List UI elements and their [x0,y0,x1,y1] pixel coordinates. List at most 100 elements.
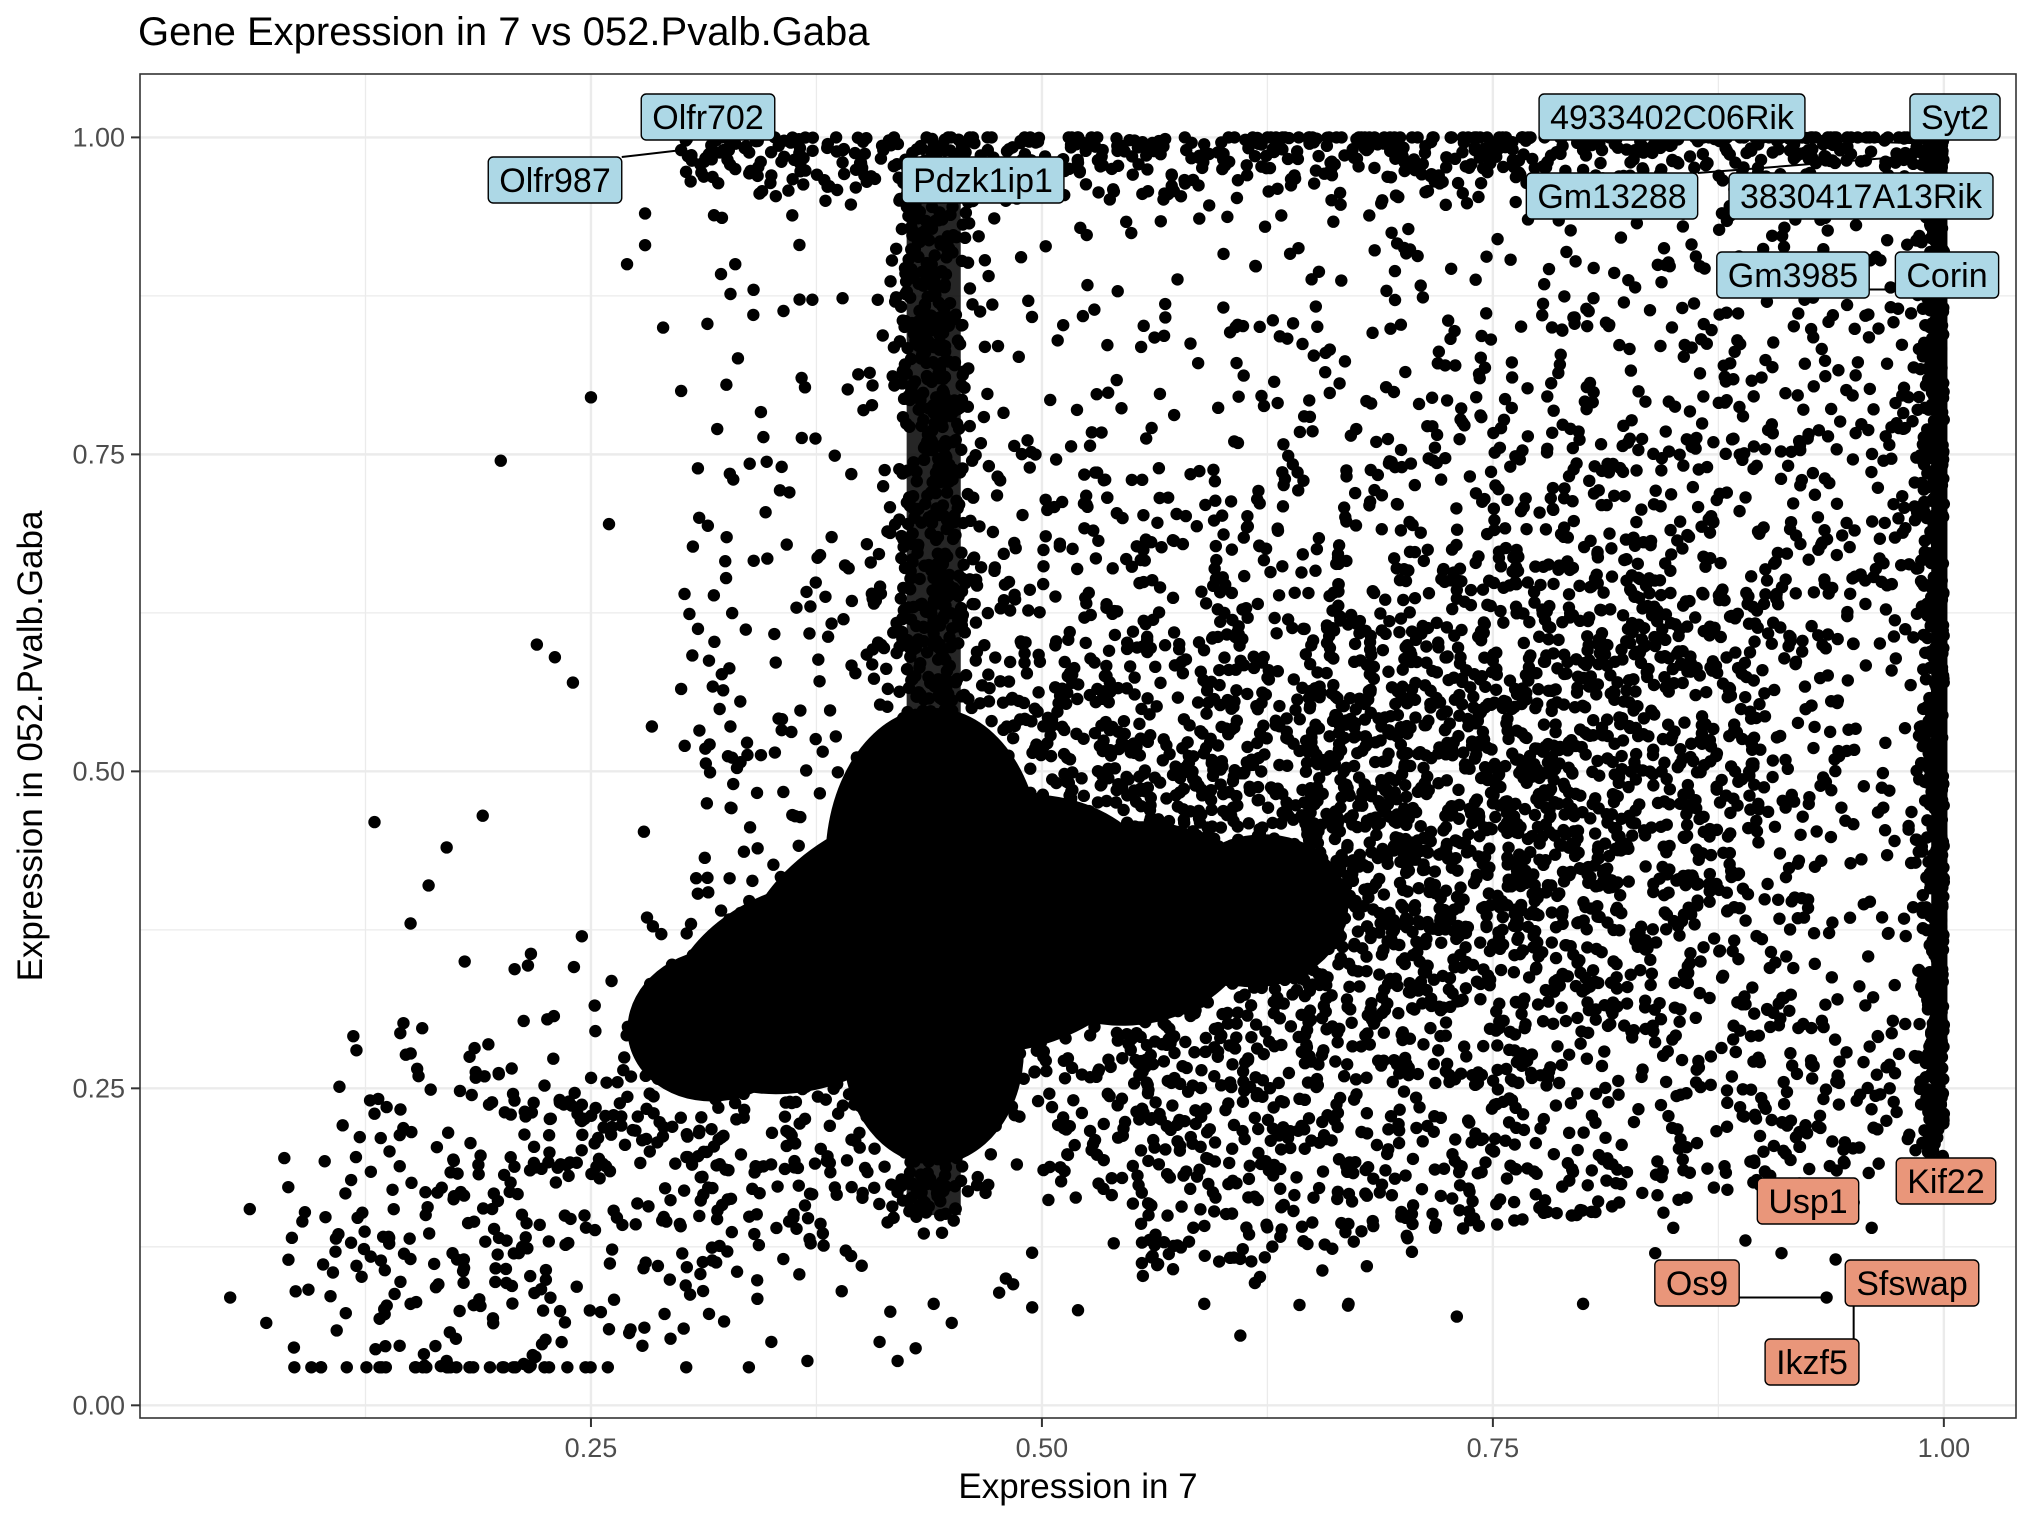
data-point [1311,781,1323,793]
data-point [1510,996,1522,1008]
data-point [743,895,755,907]
data-point [1258,1048,1270,1060]
data-point [1292,942,1304,954]
data-point [1116,1172,1128,1184]
data-point [1509,450,1521,462]
data-point [1141,634,1153,646]
data-point [1516,767,1528,779]
data-point [1438,904,1450,916]
data-point [1793,854,1805,866]
data-point [1784,923,1796,935]
data-point [1221,809,1233,821]
data-point [1223,786,1235,798]
data-point [1009,542,1021,554]
data-point [1049,590,1061,602]
data-point [1163,748,1175,760]
data-point [870,861,882,873]
data-point [1816,343,1828,355]
data-point [1434,1030,1446,1042]
data-point [1593,484,1605,496]
data-point [1414,746,1426,758]
data-point [1587,729,1599,741]
data-point [1818,573,1830,585]
data-point [1676,542,1688,554]
data-point [1260,688,1272,700]
data-point [991,489,1003,501]
data-point [1464,470,1476,482]
data-point [1704,734,1716,746]
data-point [983,460,995,472]
data-point [1775,445,1787,457]
data-point [1888,835,1900,847]
data-point [735,1148,747,1160]
data-point [1200,1046,1212,1058]
data-point [1332,600,1344,612]
data-point [716,212,728,224]
data-point [1051,706,1063,718]
data-point [1386,927,1398,939]
data-point [1605,542,1617,554]
data-point [1245,1031,1257,1043]
data-point [1098,892,1110,904]
data-point [1759,443,1771,455]
data-point [1424,701,1436,713]
data-point [1453,433,1465,445]
data-point [1651,1189,1663,1201]
data-point [1147,940,1159,952]
data-point [1092,535,1104,547]
data-point [1435,937,1447,949]
data-point [1547,482,1559,494]
data-point [1029,1018,1041,1030]
data-point [1040,530,1052,542]
data-point [1520,135,1532,147]
data-point [1672,873,1684,885]
data-point [1217,528,1229,540]
data-point [1403,516,1415,528]
data-point [811,552,823,564]
data-point [1058,724,1070,736]
data-point [701,872,713,884]
data-point [1321,619,1333,631]
data-point [1688,297,1700,309]
data-point [1622,274,1634,286]
data-point [1620,553,1632,565]
data-point [1571,1012,1583,1024]
data-point [1421,420,1433,432]
data-point [1333,377,1345,389]
data-point [1084,440,1096,452]
data-point [1898,382,1910,394]
data-point [1275,817,1287,829]
data-point [1874,533,1886,545]
data-point [1766,771,1778,783]
data-point [1406,1246,1418,1258]
data-point [1714,796,1726,808]
data-point [1876,781,1888,793]
data-point [708,636,720,648]
data-point [1558,521,1570,533]
data-point [1126,474,1138,486]
data-point [1147,1134,1159,1146]
data-point [881,701,893,713]
data-point [1339,912,1351,924]
data-point [1550,1099,1562,1111]
data-point [1335,274,1347,286]
data-point [1324,387,1336,399]
data-point [1098,1118,1110,1130]
data-point [1454,657,1466,669]
data-point [1095,426,1107,438]
data-point [1140,1076,1152,1088]
data-point [1889,531,1901,543]
data-point [1562,868,1574,880]
data-point [1451,864,1463,876]
data-point [868,673,880,685]
data-point [836,156,848,168]
data-point [1271,183,1283,195]
data-point [1392,709,1404,721]
data-point [1583,475,1595,487]
data-point [1580,303,1592,315]
data-point [1200,707,1212,719]
data-point [1799,703,1811,715]
data-point [1547,578,1559,590]
data-point [1059,656,1071,668]
data-point [1131,641,1143,653]
